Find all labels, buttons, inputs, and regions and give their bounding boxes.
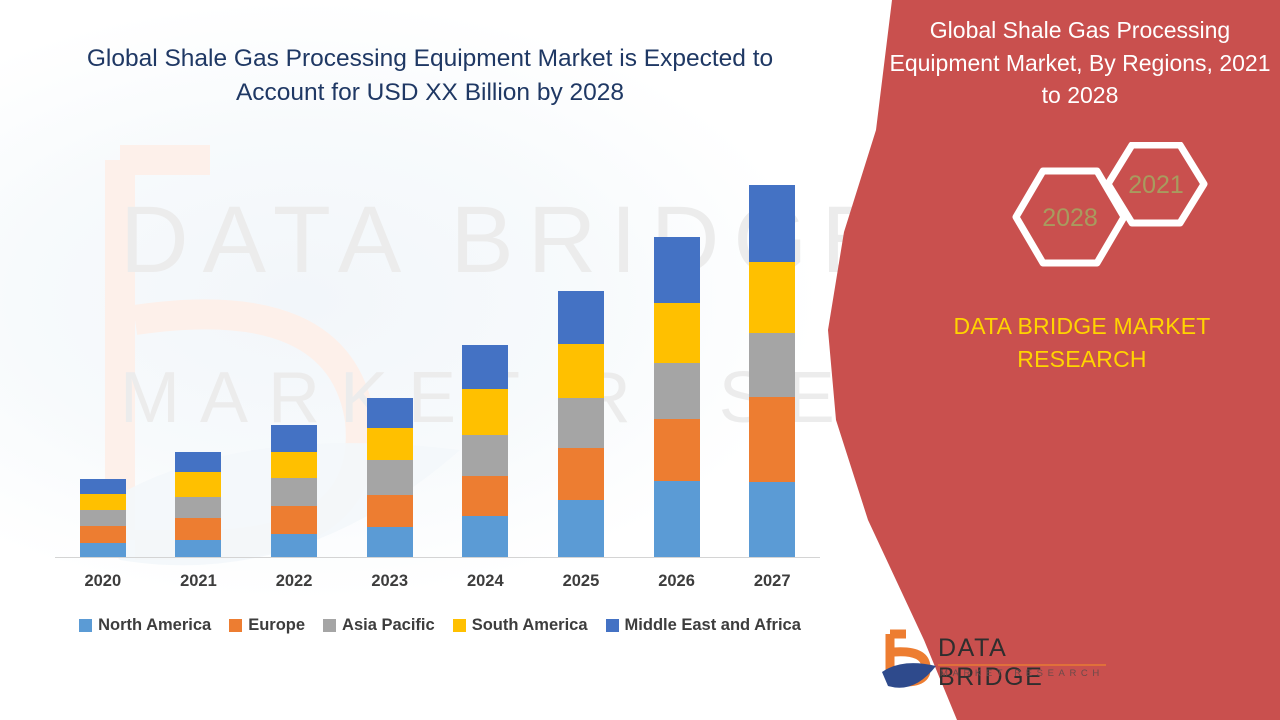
bar-segment xyxy=(557,448,604,500)
logo-mark-icon xyxy=(882,629,936,688)
legend-swatch-icon xyxy=(229,619,243,632)
bar-segment xyxy=(653,481,700,557)
bar-segment xyxy=(175,518,222,540)
hexagon-2021-shape xyxy=(1104,142,1208,227)
logo-sub-text: MARKET RESEARCH xyxy=(940,668,1104,679)
data-bridge-logo: DATA BRIDGE MARKET RESEARCH xyxy=(880,628,1110,700)
x-axis-tick-labels: 2020 2021 2022 2023 2024 2025 2026 2027 xyxy=(55,568,820,594)
bar-segment xyxy=(462,516,509,557)
bar-segment xyxy=(79,543,126,557)
hexagon-2028-label: 2028 xyxy=(1042,204,1098,232)
legend-label: North America xyxy=(98,616,212,634)
x-axis-label-2025: 2025 xyxy=(562,571,600,590)
x-axis-label-2026: 2026 xyxy=(658,571,695,590)
bar-segment xyxy=(366,527,413,557)
x-axis-label-2023: 2023 xyxy=(371,571,409,590)
bar-segment xyxy=(79,510,126,526)
legend-label: Europe xyxy=(248,616,306,634)
bar-column-2022 xyxy=(271,425,318,557)
legend-swatch-icon xyxy=(79,619,93,632)
chart-legend: North America Europe Asia Pacific South Ame… xyxy=(55,616,825,635)
legend-label: Middle East and Africa xyxy=(624,616,801,634)
stacked-bars-group xyxy=(55,150,820,557)
x-axis-label-2020: 2020 xyxy=(84,571,122,590)
bar-segment xyxy=(557,398,604,448)
legend-swatch-icon xyxy=(605,619,619,632)
bar-segment xyxy=(175,452,222,472)
legend-swatch-icon xyxy=(323,619,337,632)
bar-column-2023 xyxy=(366,398,413,557)
chart-plot-area xyxy=(55,150,820,558)
bar-column-2027 xyxy=(749,185,796,557)
panel-brand-text: DATA BRIDGE MARKET RESEARCH xyxy=(953,313,1211,372)
bar-segment xyxy=(749,333,796,397)
bar-segment xyxy=(749,185,796,262)
bar-segment xyxy=(749,482,796,557)
bar-column-2020 xyxy=(79,479,126,557)
legend-label: Asia Pacific xyxy=(342,616,435,634)
bar-segment xyxy=(749,262,796,333)
x-axis-label-2021: 2021 xyxy=(180,571,217,590)
logo-main-text: DATA BRIDGE xyxy=(938,634,1044,691)
x-axis-label-2024: 2024 xyxy=(466,571,504,590)
bar-segment xyxy=(653,363,700,419)
legend-item[interactable]: Middle East and Africa xyxy=(605,616,801,635)
bar-segment xyxy=(557,344,604,398)
bar-segment xyxy=(653,303,700,363)
bar-segment xyxy=(271,452,318,478)
bar-segment xyxy=(462,476,509,516)
x-axis-label-2027: 2027 xyxy=(753,571,791,590)
bar-segment xyxy=(653,419,700,481)
bar-segment xyxy=(653,237,700,303)
hexagon-badges-icon: 2028 2021 xyxy=(1012,142,1208,267)
bar-segment xyxy=(79,494,126,510)
bar-segment xyxy=(79,479,126,494)
bar-segment xyxy=(271,506,318,534)
bar-column-2025 xyxy=(557,291,604,557)
x-axis-line xyxy=(55,557,820,558)
bar-segment xyxy=(175,497,222,518)
bar-segment xyxy=(271,478,318,506)
bar-segment xyxy=(557,500,604,557)
bar-segment xyxy=(462,389,509,435)
bar-segment xyxy=(366,428,413,460)
chart-title: Global Shale Gas Processing Equipment Ma… xyxy=(86,45,774,106)
bar-column-2026 xyxy=(653,237,700,557)
x-axis-label-2022: 2022 xyxy=(275,571,313,590)
bar-segment xyxy=(271,425,318,452)
bar-segment xyxy=(366,398,413,428)
hexagon-2028-shape xyxy=(1012,167,1128,267)
bar-segment xyxy=(271,534,318,557)
bar-segment xyxy=(366,495,413,527)
bar-segment xyxy=(175,540,222,557)
bar-column-2021 xyxy=(175,452,222,557)
legend-label: South America xyxy=(471,616,588,634)
legend-swatch-icon xyxy=(452,619,466,632)
legend-item[interactable]: Europe xyxy=(229,616,305,635)
bar-column-2024 xyxy=(462,345,509,557)
legend-item[interactable]: North America xyxy=(79,616,211,635)
bar-segment xyxy=(79,526,126,543)
bar-segment xyxy=(557,291,604,344)
hexagon-2021-label: 2021 xyxy=(1128,171,1184,199)
bar-segment xyxy=(462,345,509,389)
legend-item[interactable]: South America xyxy=(452,616,588,635)
bar-segment xyxy=(366,460,413,495)
logo-divider xyxy=(938,664,1106,666)
bar-segment xyxy=(749,397,796,482)
legend-item[interactable]: Asia Pacific xyxy=(323,616,435,635)
panel-title: Global Shale Gas Processing Equipment Ma… xyxy=(889,17,1271,109)
bar-segment xyxy=(175,472,222,497)
bar-segment xyxy=(462,435,509,476)
